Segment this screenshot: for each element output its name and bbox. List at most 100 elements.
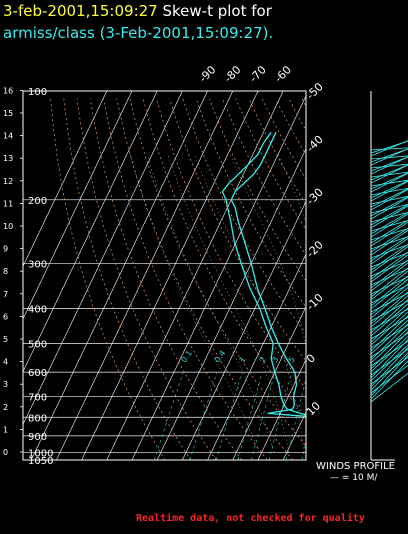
profile-line-1	[230, 131, 306, 417]
isotherm-label: -60	[272, 63, 294, 85]
height-tick-label: 10	[3, 222, 13, 231]
height-tick-label: 16	[3, 86, 13, 95]
isotherm-line	[23, 91, 158, 373]
mixing-ratio-line	[286, 377, 306, 460]
wind-barb	[370, 220, 408, 232]
wind-barb	[370, 283, 408, 316]
wind-barb	[370, 203, 408, 214]
isotherm-label: -80	[222, 63, 244, 85]
pressure-tick-label: 200	[28, 196, 47, 207]
dry-adiabat-line	[208, 98, 306, 282]
wind-barb	[370, 352, 408, 391]
wind-barb	[370, 171, 408, 178]
wind-barb	[370, 303, 408, 337]
dry-adiabat-line	[355, 99, 408, 460]
wind-barb	[370, 360, 408, 400]
isotherm-line	[182, 200, 306, 460]
wind-barb	[370, 323, 408, 361]
wind-barb	[370, 267, 408, 298]
plot-frame	[22, 90, 307, 461]
wind-barb	[370, 197, 408, 220]
wind-barb	[370, 212, 408, 223]
wind-barb	[370, 213, 408, 238]
wind-barb	[370, 180, 408, 199]
wind-barb	[370, 195, 408, 205]
wind-barb	[370, 311, 408, 346]
pressure-tick-label: 600	[28, 368, 47, 379]
isotherm-label: -40	[304, 133, 326, 155]
mixing-ratio-line	[154, 372, 184, 460]
chart-title: Skew-t plot for	[162, 2, 272, 20]
dry-adiabat-line	[116, 98, 294, 460]
height-tick-label: 13	[3, 154, 13, 163]
isotherm-label: -10	[304, 291, 326, 313]
profile-line-2	[221, 131, 306, 416]
header-line: 3-feb-2001,15:09:27 Skew-t plot for	[3, 2, 272, 20]
height-tick-label: 6	[3, 312, 8, 321]
wind-barb	[370, 172, 408, 193]
pressure-tick-label: 800	[28, 413, 47, 424]
height-tick-label: 3	[3, 380, 8, 389]
winds-scale-label: — = 10 M/	[330, 473, 378, 483]
isotherm-line	[106, 91, 284, 460]
dry-adiabat-line	[182, 98, 306, 335]
wind-barb	[370, 229, 408, 256]
sounding-date: 3-feb-2001,15:09:27	[3, 2, 158, 20]
mixing-ratio-line	[313, 372, 333, 460]
wind-barb	[370, 188, 408, 208]
height-tick-label: 14	[3, 132, 13, 141]
height-tick-label: 15	[3, 109, 13, 118]
pressure-tick-label: 1050	[28, 456, 53, 467]
wind-barb	[370, 163, 408, 169]
wind-barb	[370, 278, 408, 310]
mixing-ratio-label: 3	[270, 355, 280, 364]
dry-adiabat-line	[156, 98, 306, 390]
wind-barb	[370, 228, 408, 241]
isotherm-line	[232, 306, 306, 460]
height-tick-label: 9	[3, 245, 8, 254]
isotherm-line	[23, 91, 133, 320]
isotherm-label: -50	[304, 80, 326, 102]
mixing-ratio-label: 1	[238, 355, 248, 364]
wind-barb	[370, 295, 408, 328]
wind-barb	[370, 164, 408, 184]
wind-barb	[370, 156, 408, 175]
pressure-tick-label: 1000	[28, 448, 53, 459]
wind-barb	[370, 344, 408, 382]
mixing-ratio-line	[336, 372, 354, 460]
mixing-ratio-label: 5	[287, 355, 297, 364]
isotherm-label: -70	[247, 63, 269, 85]
isotherm-line	[207, 253, 306, 460]
wind-barb	[370, 179, 408, 187]
wind-barb	[370, 286, 408, 319]
wind-barb	[370, 236, 408, 250]
wind-barb	[370, 338, 408, 379]
height-tick-label: 8	[3, 267, 8, 276]
moist-adiabat-line	[167, 154, 290, 453]
mixing-ratio-line	[237, 372, 263, 460]
isotherm-line	[23, 91, 108, 267]
height-tick-label: 12	[3, 177, 13, 186]
height-tick-label: 4	[3, 358, 8, 367]
dry-adiabat-line	[275, 98, 306, 156]
wind-barb	[370, 211, 408, 235]
isotherm-label: 10	[304, 399, 323, 418]
dry-adiabat-line	[129, 98, 306, 447]
isotherm-label: -20	[304, 238, 326, 260]
mixing-ratio-label: 0.4	[213, 349, 228, 365]
wind-barb	[370, 235, 408, 262]
isotherm-line	[56, 91, 234, 460]
dry-adiabat-line	[142, 98, 306, 418]
isotherm-line	[81, 91, 259, 460]
mixing-ratio-line	[189, 372, 218, 460]
moist-adiabat-line	[194, 154, 305, 453]
height-tick-label: 11	[3, 199, 13, 208]
dry-adiabat-line	[195, 98, 306, 308]
dry-adiabat-line	[50, 98, 166, 460]
wind-barb	[370, 147, 408, 151]
wind-barb	[370, 335, 408, 373]
quality-warning: Realtime data, not checked for quality	[136, 513, 365, 524]
wind-barb	[370, 155, 408, 160]
mixing-ratio-line	[322, 372, 341, 460]
